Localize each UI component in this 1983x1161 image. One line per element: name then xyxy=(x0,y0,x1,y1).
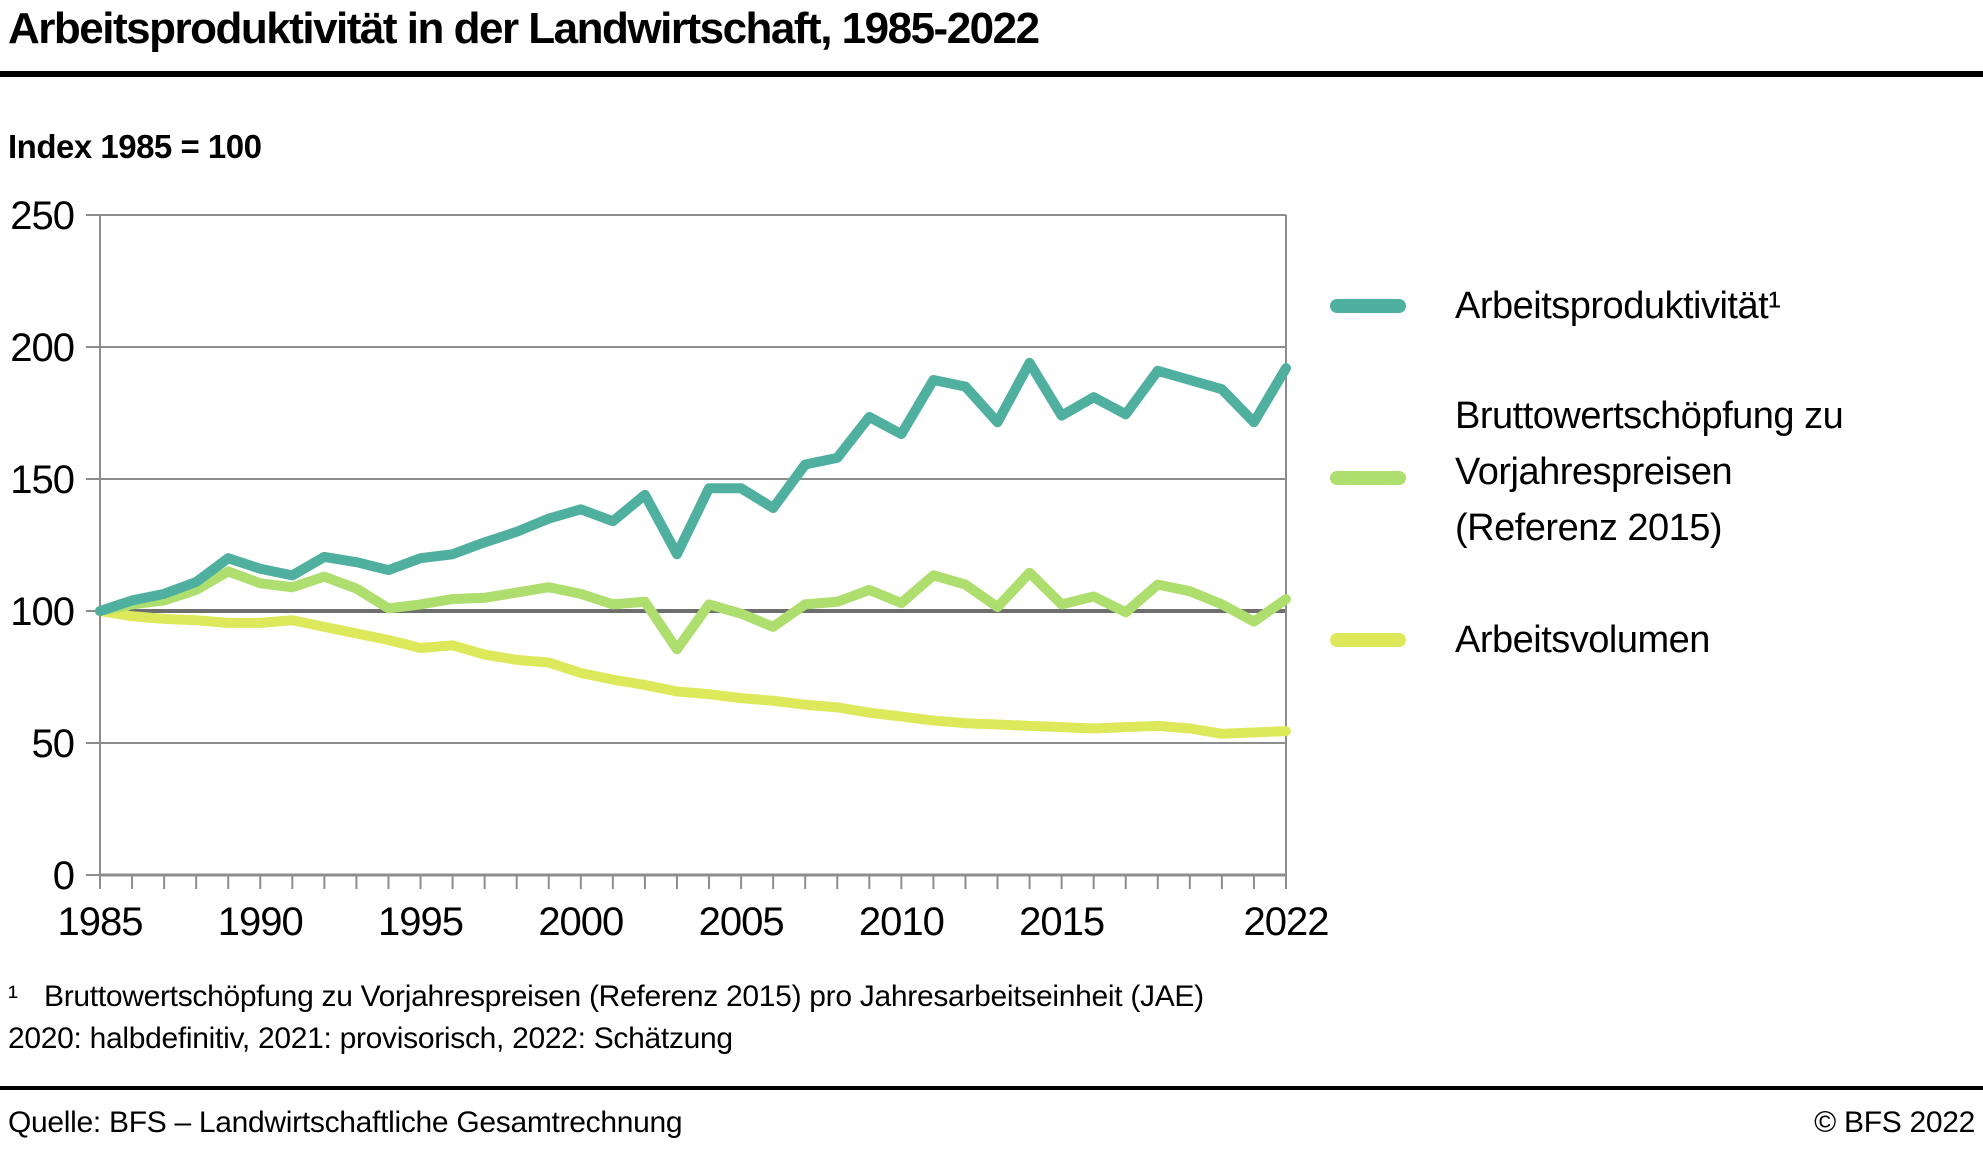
legend-swatch-arbeitsvolumen xyxy=(1330,633,1406,647)
y-axis-label-50: 50 xyxy=(32,722,75,766)
x-axis-label-2015: 2015 xyxy=(1019,900,1104,944)
x-axis-label-1995: 1995 xyxy=(378,900,463,944)
legend-label-arbeitsproduktivitaet: Arbeitsproduktivität¹ xyxy=(1455,285,1781,327)
series-line-arbeitsvolumen xyxy=(95,606,1291,739)
footnote-marker: ¹ xyxy=(8,980,18,1013)
legend-label-bruttowertschoepfung-line2: Vorjahrespreisen xyxy=(1455,451,1733,493)
legend-swatch-arbeitsproduktivitaet xyxy=(1330,299,1406,313)
legend-label-bruttowertschoepfung-line1: Bruttowertschöpfung zu xyxy=(1455,395,1844,437)
copyright-text: © BFS 2022 xyxy=(1814,1106,1975,1139)
title-divider xyxy=(0,71,1983,77)
legend-label-arbeitsvolumen: Arbeitsvolumen xyxy=(1455,619,1710,661)
footnote-line2: 2020: halbdefinitiv, 2021: provisorisch,… xyxy=(8,1022,733,1055)
x-axis-label-2022: 2022 xyxy=(1244,900,1329,944)
y-axis-label-0: 0 xyxy=(53,854,74,898)
x-axis-label-1985: 1985 xyxy=(58,900,143,944)
series-line-bruttowertsch-pfung-zu-vorjahrespreisen-referenz-2015- xyxy=(95,566,1291,655)
y-axis-label-250: 250 xyxy=(10,194,74,238)
y-axis-label-200: 200 xyxy=(10,326,74,370)
unit-label: Index 1985 = 100 xyxy=(8,128,262,165)
series-line-arbeitsproduktivit-t- xyxy=(95,357,1291,616)
page-title: Arbeitsproduktivität in der Landwirtscha… xyxy=(8,4,1040,53)
legend-swatch-bruttowertschoepfung xyxy=(1330,471,1406,485)
footer-divider xyxy=(0,1086,1983,1090)
source-text: Quelle: BFS – Landwirtschaftliche Gesamt… xyxy=(8,1106,683,1139)
y-axis-label-150: 150 xyxy=(10,458,74,502)
x-axis-label-2005: 2005 xyxy=(699,900,784,944)
x-axis-label-1990: 1990 xyxy=(218,900,303,944)
footnote-line1: Bruttowertschöpfung zu Vorjahrespreisen … xyxy=(44,980,1204,1013)
x-axis-label-2010: 2010 xyxy=(859,900,944,944)
legend-label-bruttowertschoepfung-line3: (Referenz 2015) xyxy=(1455,507,1723,549)
y-axis-label-100: 100 xyxy=(10,590,74,634)
x-axis-label-2000: 2000 xyxy=(538,900,623,944)
